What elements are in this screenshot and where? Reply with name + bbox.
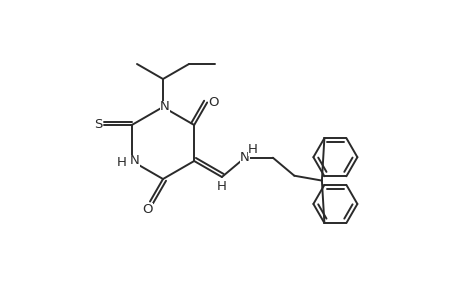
Text: O: O: [207, 96, 218, 109]
Text: O: O: [142, 203, 153, 216]
Text: H: H: [117, 157, 127, 169]
Text: N: N: [240, 151, 249, 164]
Text: N: N: [129, 154, 140, 167]
Text: N: N: [160, 100, 169, 113]
Text: H: H: [247, 143, 257, 156]
Text: H: H: [217, 181, 226, 194]
Text: S: S: [94, 118, 102, 131]
